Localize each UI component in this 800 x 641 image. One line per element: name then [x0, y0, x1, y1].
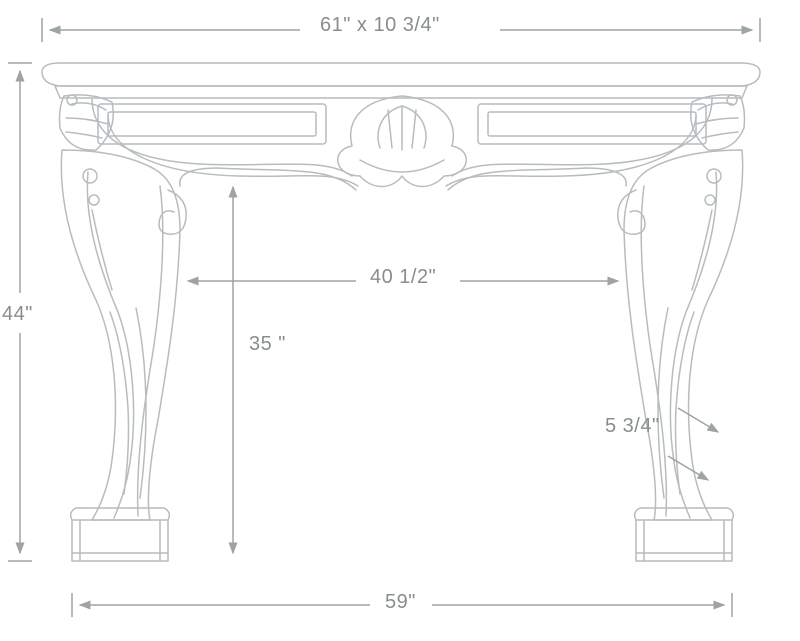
dim-leg-depth: 5 3/4" — [605, 415, 660, 438]
dim-overall-height: 44" — [2, 303, 33, 326]
dim-shelf: 61" x 10 3/4" — [320, 14, 440, 37]
dim-base-width: 59" — [385, 591, 416, 614]
dim-opening-width: 40 1/2" — [370, 266, 436, 289]
dimension-overlay — [0, 0, 800, 641]
drawing-stage: 61" x 10 3/4" 44" 40 1/2" 35 " 59" 5 3/4… — [0, 0, 800, 641]
dim-opening-height: 35 " — [249, 333, 286, 356]
